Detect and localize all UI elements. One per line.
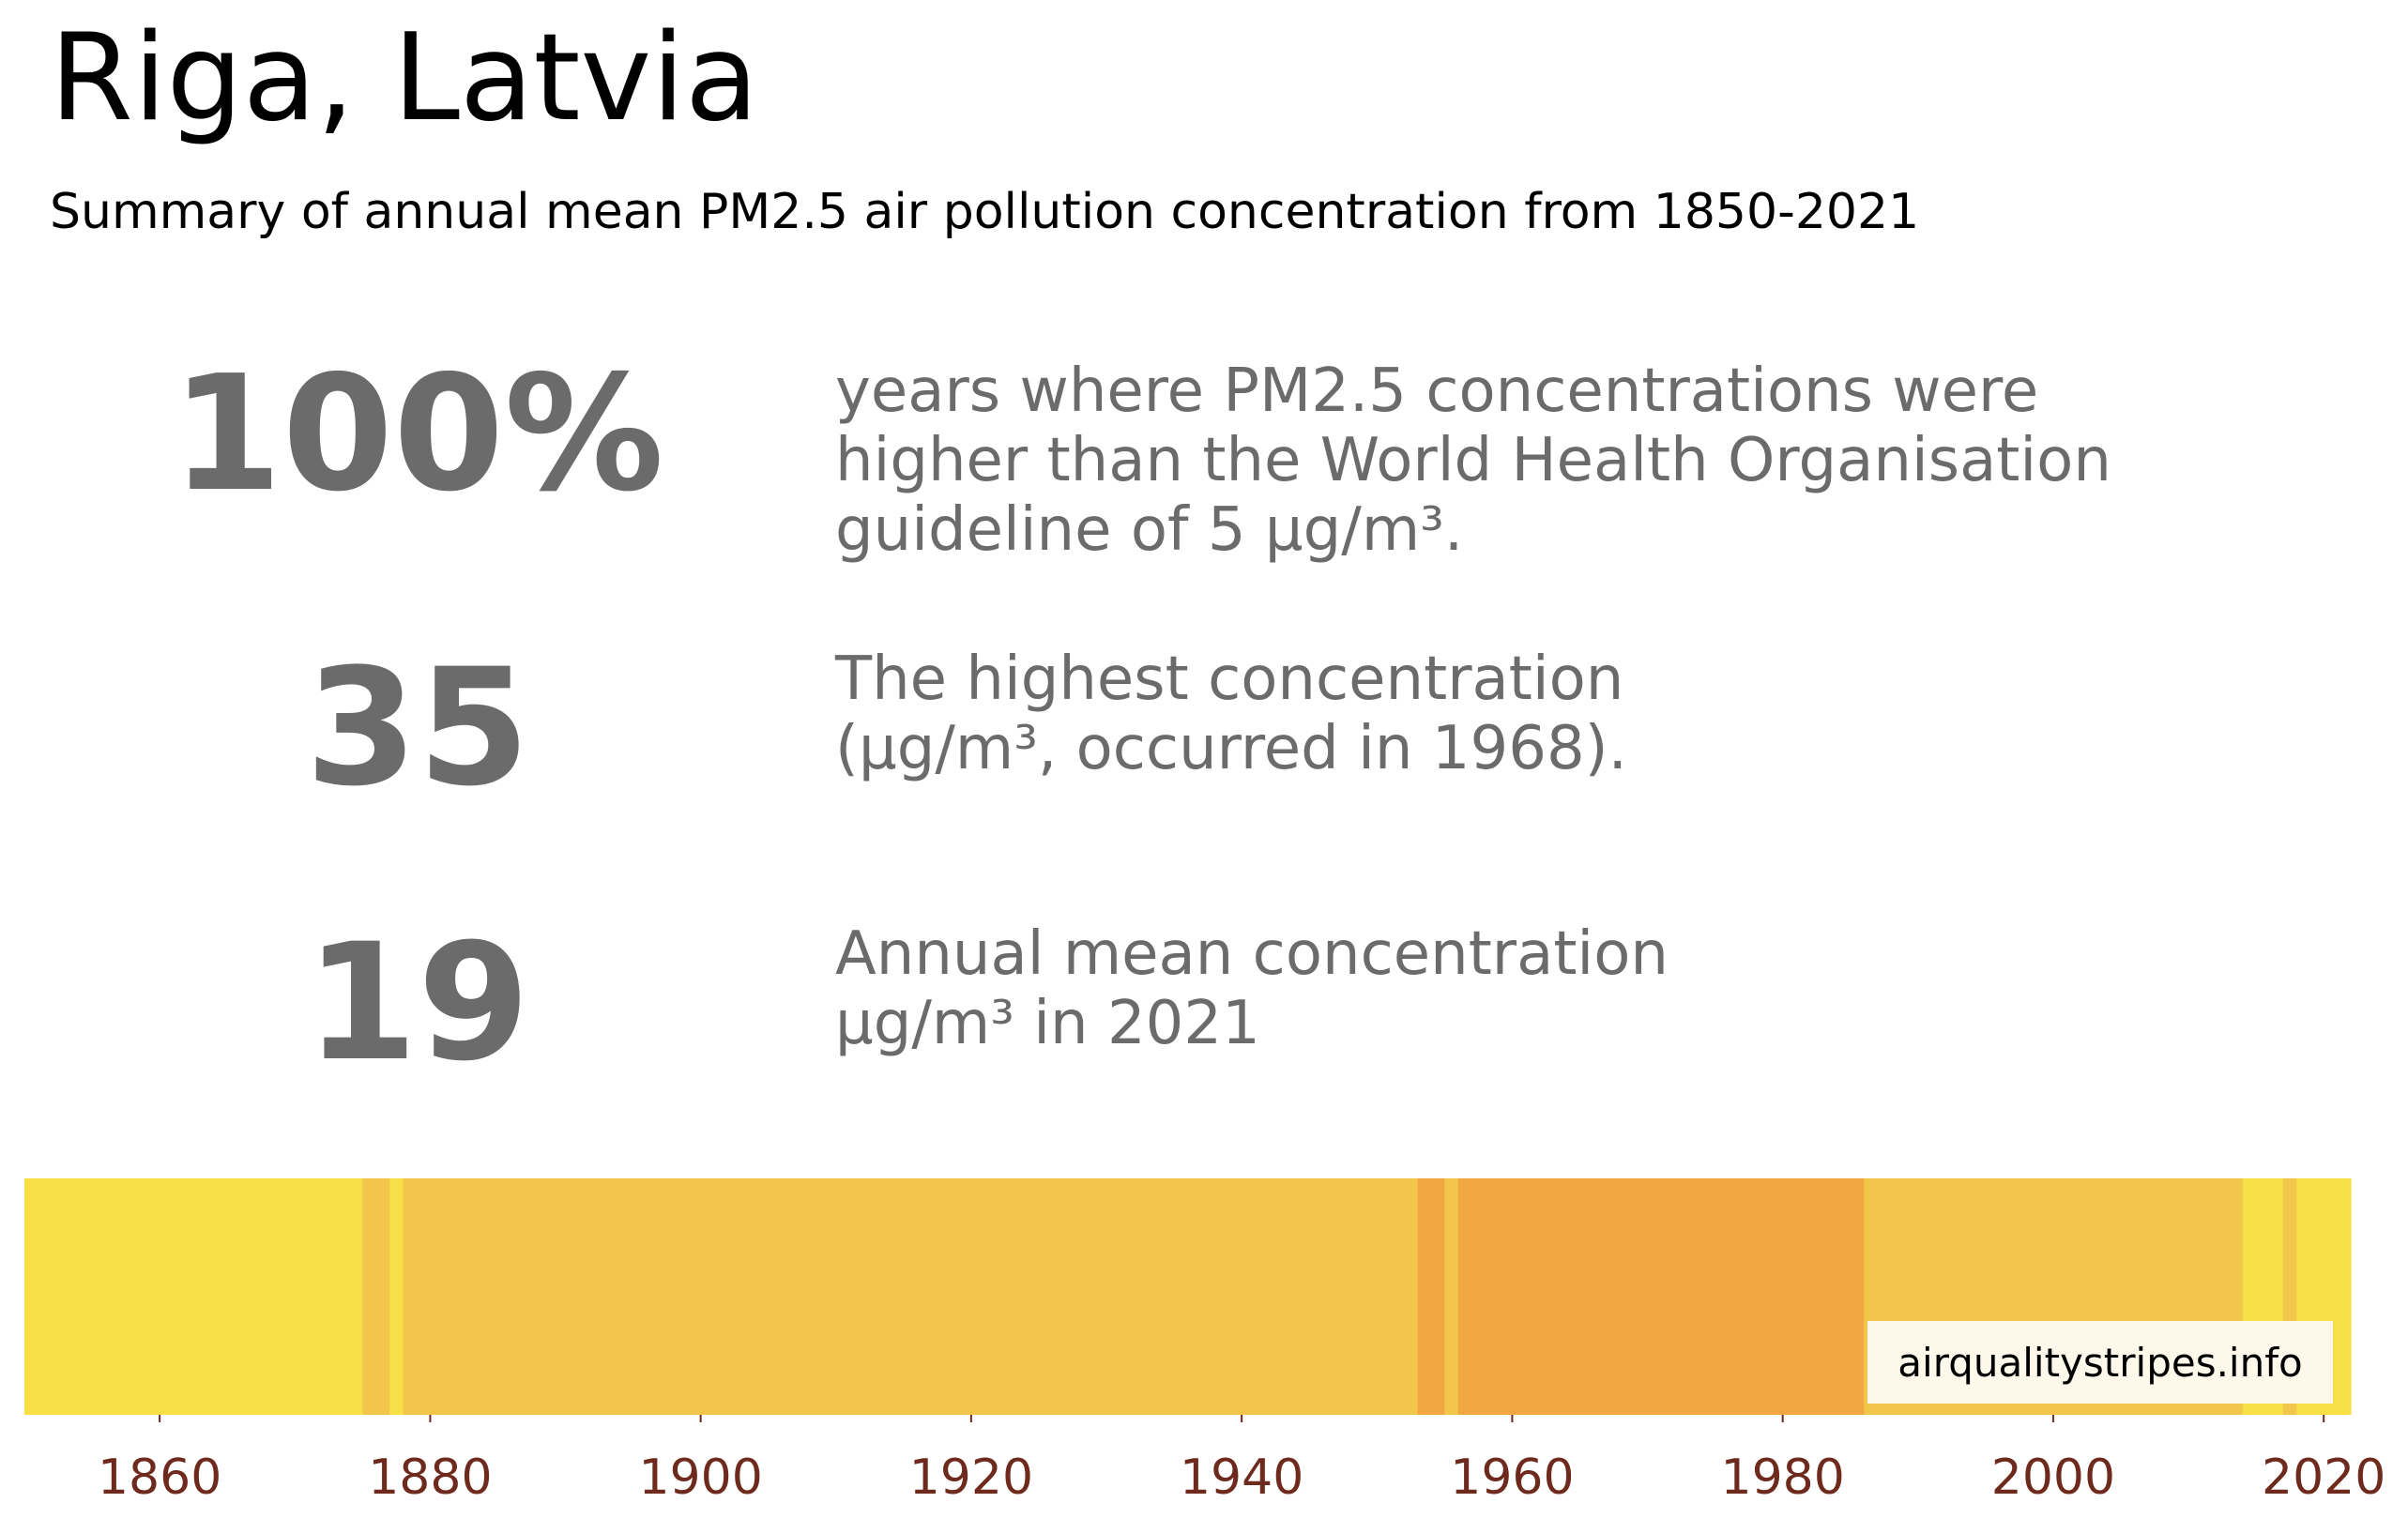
stat-latest-value: 19 [305, 908, 530, 1097]
x-tick-label-1940: 1940 [1180, 1450, 1303, 1506]
x-tick-label-1920: 1920 [909, 1450, 1033, 1506]
stripe-segment-3 [403, 1178, 1419, 1415]
stripe-segment-2 [389, 1178, 404, 1415]
source-badge: airqualitystripes.info [1867, 1321, 2333, 1404]
stripe-segment-5 [1444, 1178, 1459, 1415]
stat-latest-description: Annual mean concentration µg/m³ in 2021 [835, 919, 1669, 1058]
x-tick-label-1880: 1880 [368, 1450, 492, 1506]
x-tick-label-2000: 2000 [1991, 1450, 2115, 1506]
x-tick-label-1900: 1900 [638, 1450, 762, 1506]
x-tick-label-2020: 2020 [2262, 1450, 2385, 1506]
stat-highest-value: 35 [305, 633, 530, 822]
stripe-segment-0 [24, 1178, 363, 1415]
x-tick-label-1860: 1860 [98, 1450, 221, 1506]
page-subtitle: Summary of annual mean PM2.5 air polluti… [50, 184, 1920, 240]
stat-highest-description: The highest concentration (µg/m³, occurr… [835, 645, 1627, 783]
stat-percent-description: years where PM2.5 concentrations were hi… [835, 357, 2111, 565]
stat-percent-value: 100% [171, 342, 664, 527]
x-tick-label-1960: 1960 [1450, 1450, 1574, 1506]
stripe-segment-4 [1417, 1178, 1445, 1415]
stripe-segment-6 [1457, 1178, 1865, 1415]
page-title: Riga, Latvia [50, 8, 759, 148]
stripe-segment-1 [362, 1178, 390, 1415]
x-tick-label-1980: 1980 [1720, 1450, 1844, 1506]
